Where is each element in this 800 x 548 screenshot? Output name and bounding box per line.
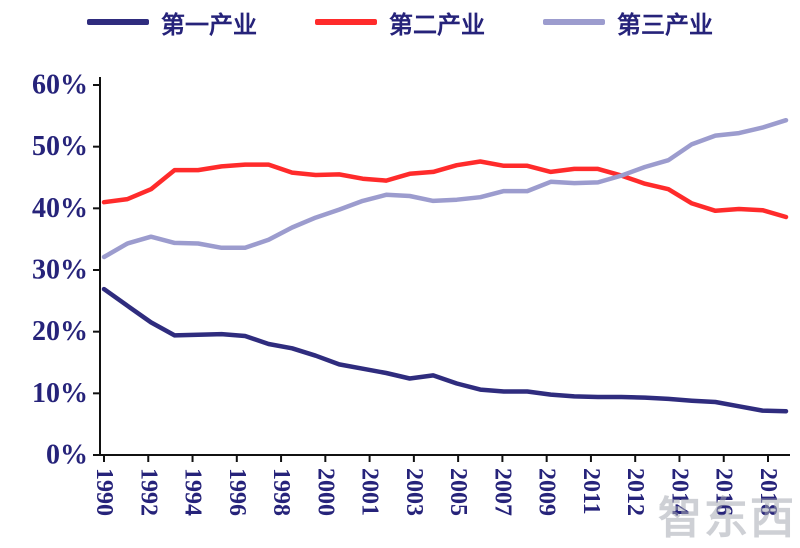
legend-line-swatch xyxy=(315,19,377,25)
x-tick-label: 2012 xyxy=(622,468,648,516)
y-tick-label: 50% xyxy=(32,131,88,162)
y-tick-label: 0% xyxy=(46,440,88,471)
x-tick-label: 2009 xyxy=(534,468,560,516)
x-tick-label: 2005 xyxy=(445,468,471,516)
x-tick-label: 1994 xyxy=(180,468,206,516)
y-tick-label: 60% xyxy=(32,70,88,101)
series-line-1 xyxy=(101,159,789,220)
x-tick-label: 2016 xyxy=(711,468,737,516)
x-tick-label: 2007 xyxy=(489,468,515,516)
legend-line-swatch xyxy=(543,19,605,25)
series-line-2 xyxy=(101,117,789,260)
y-tick-label: 20% xyxy=(32,316,88,347)
y-tick-label: 40% xyxy=(32,193,88,224)
x-tick-label: 2014 xyxy=(666,468,692,516)
y-tick-label: 30% xyxy=(32,255,88,286)
x-tick-label: 2003 xyxy=(401,468,427,516)
x-tick-label: 1992 xyxy=(135,468,161,516)
legend-label: 第二产业 xyxy=(389,11,485,39)
legend-item-secondary-industry: 第二产业 xyxy=(315,5,485,40)
x-tick-label: 2011 xyxy=(578,468,604,515)
legend-item-primary-industry: 第一产业 xyxy=(87,5,257,40)
x-tick-label: 2000 xyxy=(312,468,338,516)
legend-label: 第三产业 xyxy=(617,11,713,39)
series-line-0 xyxy=(101,286,789,414)
y-tick-label: 10% xyxy=(32,378,88,409)
x-tick-label: 2018 xyxy=(755,468,781,516)
x-tick-label: 2001 xyxy=(357,468,383,516)
legend-label: 第一产业 xyxy=(161,11,257,39)
x-tick-label: 1996 xyxy=(224,468,250,516)
legend: 第一产业 第二产业 第三产业 xyxy=(0,4,800,40)
legend-line-swatch xyxy=(87,19,149,25)
x-tick-label: 1990 xyxy=(91,468,117,516)
x-tick-label: 1998 xyxy=(268,468,294,516)
legend-item-tertiary-industry: 第三产业 xyxy=(543,5,713,40)
